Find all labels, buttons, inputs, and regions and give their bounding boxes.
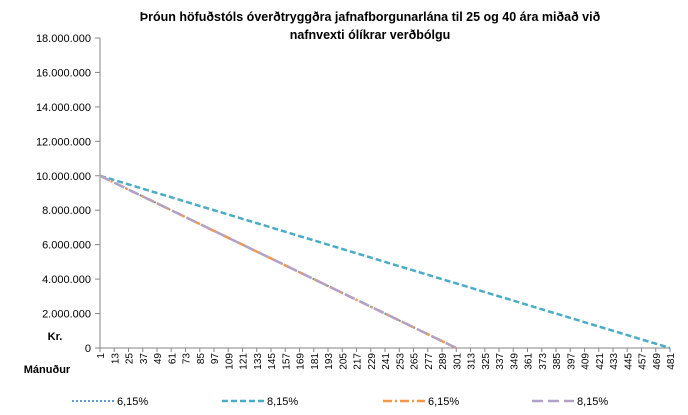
legend-label-2: 8,15% xyxy=(267,396,298,408)
x-tick-label: 133 xyxy=(253,353,264,370)
y-tick-label: 6.000.000 xyxy=(42,240,91,252)
series-line-2 xyxy=(99,174,671,350)
series-line-4 xyxy=(99,174,457,350)
x-tick-label: 373 xyxy=(538,353,549,370)
y-tick-label: 12.000.000 xyxy=(36,136,91,148)
x-tick-label: 97 xyxy=(210,353,221,365)
x-tick-label: 289 xyxy=(438,353,449,370)
legend-label-4: 8,15% xyxy=(577,396,608,408)
x-tick-label: 301 xyxy=(452,353,463,370)
chart-title-line-2: nafnvexti ólíkrar verðbólgu xyxy=(290,28,450,42)
x-tick-label: 337 xyxy=(495,353,506,370)
x-tick-label: 385 xyxy=(552,353,563,370)
x-tick-label: 253 xyxy=(395,353,406,370)
plot-area: 0 2.000.000 4.000.000 6.000.000 8.000.000 10.… xyxy=(36,33,677,370)
legend: 6,15% 8,15% 6,15% 8,15% xyxy=(72,396,608,408)
x-tick-label: 193 xyxy=(324,353,335,370)
x-tick-label: 1 xyxy=(96,353,107,359)
x-tick-label: 217 xyxy=(353,353,364,370)
y-tick-label: 4.000.000 xyxy=(42,274,91,286)
x-tick-label: 121 xyxy=(239,353,250,370)
x-tick-label: 205 xyxy=(338,353,349,370)
x-tick-label: 157 xyxy=(281,353,292,370)
x-tick-label: 73 xyxy=(182,353,193,365)
x-axis-label: Mánuður xyxy=(24,364,71,376)
y-tick-label: 8.000.000 xyxy=(42,205,91,217)
x-tick-label: 37 xyxy=(139,353,150,365)
x-tick-label: 481 xyxy=(666,353,677,370)
x-tick-label: 361 xyxy=(524,353,535,370)
x-tick-label: 469 xyxy=(652,353,663,370)
x-tick-label: 277 xyxy=(424,353,435,370)
x-tick-label: 457 xyxy=(638,353,649,370)
x-tick-label: 13 xyxy=(110,353,121,365)
chart-title-line-1: Þróun höfuðstóls óverðtryggðra jafnafbor… xyxy=(140,10,601,24)
x-tick-label: 397 xyxy=(566,353,577,370)
y-axis-label: Kr. xyxy=(48,331,63,343)
x-tick-label: 445 xyxy=(623,353,634,370)
x-tick-label: 109 xyxy=(224,353,235,370)
chart-title: Þróun höfuðstóls óverðtryggðra jafnafbor… xyxy=(140,10,601,42)
x-tick-label: 265 xyxy=(410,353,421,370)
x-tick-label: 325 xyxy=(481,353,492,370)
y-tick-label: 16.000.000 xyxy=(36,67,91,79)
legend-label-3: 6,15% xyxy=(428,396,459,408)
x-tick-label: 25 xyxy=(125,353,136,365)
x-tick-label: 61 xyxy=(167,353,178,365)
x-tick-label: 313 xyxy=(467,353,478,370)
x-tick-label: 421 xyxy=(595,353,606,370)
x-tick-label: 229 xyxy=(367,353,378,370)
y-tick-label: 10.000.000 xyxy=(36,171,91,183)
x-tick-label: 169 xyxy=(296,353,307,370)
x-tick-label: 433 xyxy=(609,353,620,370)
y-tick-label: 2.000.000 xyxy=(42,309,91,321)
x-tick-label: 409 xyxy=(581,353,592,370)
x-tick-label: 349 xyxy=(509,353,520,370)
y-tick-label: 18.000.000 xyxy=(36,33,91,45)
legend-label-1: 6,15% xyxy=(117,396,148,408)
y-tick-label: 14.000.000 xyxy=(36,102,91,114)
x-tick-label: 145 xyxy=(267,353,278,370)
x-tick-label: 85 xyxy=(196,353,207,365)
x-tick-label: 49 xyxy=(153,353,164,365)
x-tick-label: 241 xyxy=(381,353,392,370)
x-tick-label: 181 xyxy=(310,353,321,370)
y-tick-label: 0 xyxy=(85,343,91,355)
